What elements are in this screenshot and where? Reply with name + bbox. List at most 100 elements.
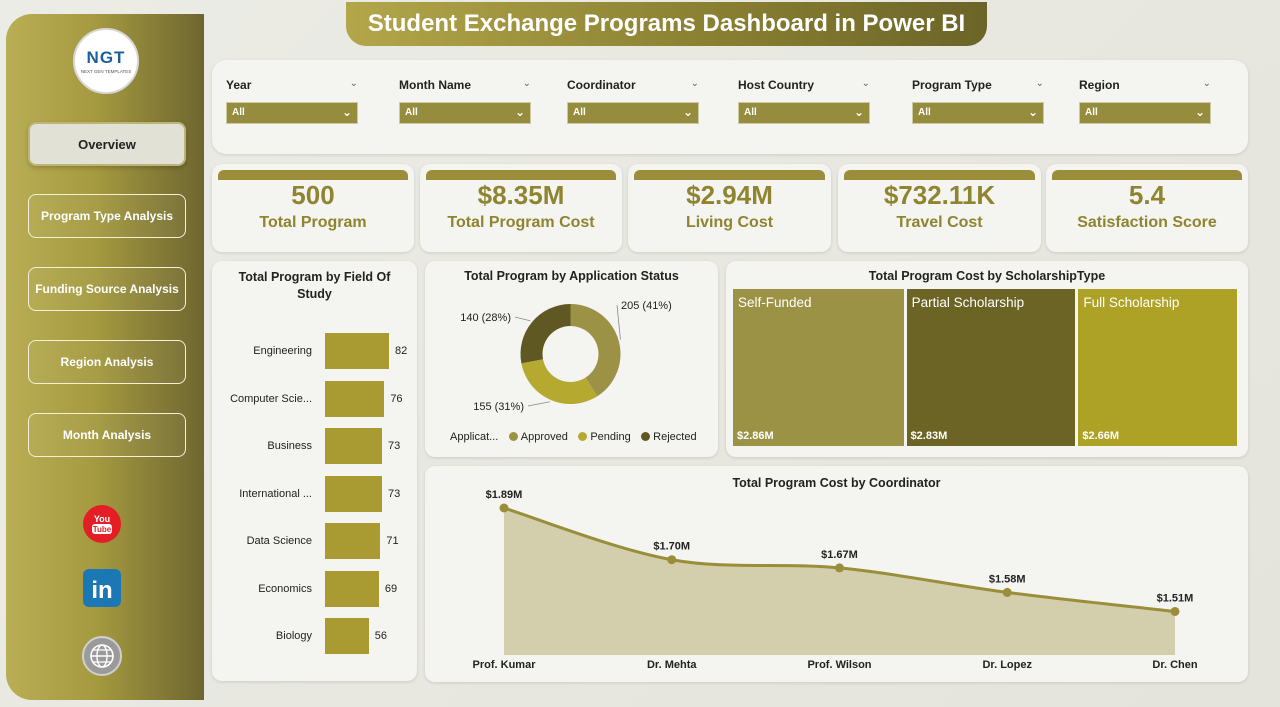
application-status-chart: Total Program by Application Status 205 … [425, 261, 718, 457]
nav-program-type-analysis[interactable]: Program Type Analysis [28, 194, 186, 238]
treemap-cell[interactable]: Self-Funded $2.86M [733, 289, 904, 446]
chevron-down-icon[interactable]: ⌄ [522, 78, 531, 89]
treemap-value-label: $2.83M [910, 430, 948, 442]
chevron-down-icon[interactable]: ⌄ [1035, 78, 1044, 89]
filter-label: Host Country [738, 78, 814, 92]
bar[interactable] [325, 618, 369, 654]
bar[interactable] [325, 570, 379, 607]
legend-approved[interactable]: Approved [520, 431, 568, 443]
donut-chart: 205 (41%) 155 (31%) 140 (28%) [460, 300, 672, 413]
legend-rejected[interactable]: Rejected [653, 431, 697, 443]
bar[interactable] [325, 380, 385, 417]
data-point[interactable] [1002, 587, 1012, 597]
nav-funding-source-analysis[interactable]: Funding Source Analysis [28, 267, 186, 311]
bar-row: International ... 73 [212, 475, 416, 512]
scholarship-treemap-chart: Total Program Cost by ScholarshipType Se… [726, 261, 1248, 457]
website-icon[interactable] [82, 636, 122, 676]
chevron-down-icon[interactable]: ⌄ [690, 78, 699, 89]
program-type-dropdown[interactable]: All ⌄ [912, 102, 1044, 124]
chart-title: Total Program by Application Status [464, 269, 679, 283]
donut-slice-approved[interactable] [570, 304, 621, 397]
leader-line [527, 401, 550, 407]
kpi-header-bar [426, 170, 616, 180]
month-name-dropdown[interactable]: All ⌄ [399, 102, 531, 124]
kpi-label: Total Program Cost [447, 214, 595, 231]
data-point[interactable] [499, 503, 509, 513]
chevron-down-icon: ⌄ [682, 105, 693, 119]
filter-year: Year ⌄ All ⌄ [226, 78, 358, 124]
filter-program-type: Program Type ⌄ All ⌄ [912, 78, 1044, 124]
chart-title: Total Program Cost by ScholarshipType [868, 269, 1106, 283]
bar-value-label: 56 [374, 630, 387, 642]
data-point[interactable] [835, 563, 844, 573]
dropdown-value: All [918, 107, 931, 118]
linkedin-icon[interactable]: in [82, 568, 122, 608]
area-chart: $1.89M Prof. Kumar $1.70M Dr. Mehta $1.67M Pr… [473, 489, 1198, 671]
legend-pending[interactable]: Pending [590, 431, 631, 443]
data-point[interactable] [667, 555, 677, 565]
kpi-living-cost: $2.94M Living Cost [628, 164, 831, 252]
page-title: Student Exchange Programs Dashboard in P… [346, 2, 987, 46]
youtube-icon[interactable]: You Tube [82, 504, 122, 544]
bar-row: Data Science 71 [212, 523, 416, 559]
kpi-value: $8.35M [477, 180, 565, 210]
kpi-header-bar [634, 170, 825, 180]
data-label: $1.51M [1157, 592, 1194, 604]
host-country-dropdown[interactable]: All ⌄ [738, 102, 870, 124]
region-dropdown[interactable]: All ⌄ [1079, 102, 1211, 124]
chevron-down-icon[interactable]: ⌄ [1202, 78, 1211, 89]
donut-data-label: 155 (31%) [473, 401, 524, 413]
filter-panel: Year ⌄ All ⌄ Month Name ⌄ All ⌄ Coordinato… [212, 60, 1248, 154]
kpi-label: Satisfaction Score [1077, 214, 1217, 231]
nav-month-analysis[interactable]: Month Analysis [28, 413, 186, 457]
kpi-satisfaction-score: 5.4 Satisfaction Score [1046, 164, 1248, 252]
dropdown-value: All [405, 107, 418, 118]
bar-row: Computer Scie... 76 [212, 380, 416, 417]
dropdown-value: All [232, 107, 245, 118]
bar[interactable] [325, 333, 389, 369]
chevron-down-icon[interactable]: ⌄ [349, 78, 358, 89]
treemap-category-label: Self-Funded [738, 295, 812, 310]
donut-slice-pending[interactable] [521, 359, 598, 404]
bar-category-label: Economics [258, 582, 312, 595]
bar-row: Biology 56 [212, 618, 416, 654]
legend-swatch [578, 432, 588, 441]
coordinator-dropdown[interactable]: All ⌄ [567, 102, 699, 124]
filter-label: Month Name [399, 78, 471, 92]
kpi-value: $2.94M [686, 180, 773, 210]
chevron-down-icon[interactable]: ⌄ [861, 78, 870, 89]
dropdown-value: All [1085, 107, 1098, 118]
year-dropdown[interactable]: All ⌄ [226, 102, 358, 124]
bar[interactable] [325, 428, 382, 464]
sidebar: NGT NEXT GEN TEMPLATES Overview Program … [6, 14, 204, 700]
nav-overview[interactable]: Overview [28, 122, 186, 166]
bar-category-label: Computer Scie... [230, 392, 312, 405]
treemap-value-label: $2.66M [1082, 430, 1120, 442]
filter-host-country: Host Country ⌄ All ⌄ [738, 78, 870, 124]
kpi-label: Travel Cost [896, 214, 983, 231]
donut-data-label: 205 (41%) [621, 300, 672, 312]
kpi-value: $732.11K [883, 180, 996, 210]
chart-legend: Applicat... Approved Pending Rejected [450, 427, 697, 445]
nav-region-analysis[interactable]: Region Analysis [28, 340, 186, 384]
treemap-category-label: Partial Scholarship [911, 295, 1025, 310]
filter-month-name: Month Name ⌄ All ⌄ [399, 78, 531, 124]
bar-value-label: 73 [387, 487, 401, 500]
bar[interactable] [325, 475, 382, 512]
treemap-cell[interactable]: Partial Scholarship $2.83M [906, 289, 1076, 446]
bar-value-label: 71 [386, 535, 399, 547]
donut-slice-rejected[interactable] [520, 304, 571, 364]
dropdown-value: All [744, 107, 757, 118]
chevron-down-icon: ⌄ [514, 105, 525, 119]
bar-category-label: International ... [239, 487, 312, 500]
data-point[interactable] [1170, 606, 1180, 616]
kpi-header-bar [218, 170, 408, 180]
x-tick-label: Prof. Wilson [807, 659, 871, 671]
bar[interactable] [325, 523, 381, 559]
x-tick-label: Dr. Lopez [982, 659, 1032, 671]
svg-text:You: You [94, 514, 110, 524]
leader-line [514, 316, 531, 322]
bar-value-label: 69 [384, 582, 398, 595]
treemap-cell[interactable]: Full Scholarship $2.66M [1078, 289, 1237, 446]
filter-coordinator: Coordinator ⌄ All ⌄ [567, 78, 699, 124]
